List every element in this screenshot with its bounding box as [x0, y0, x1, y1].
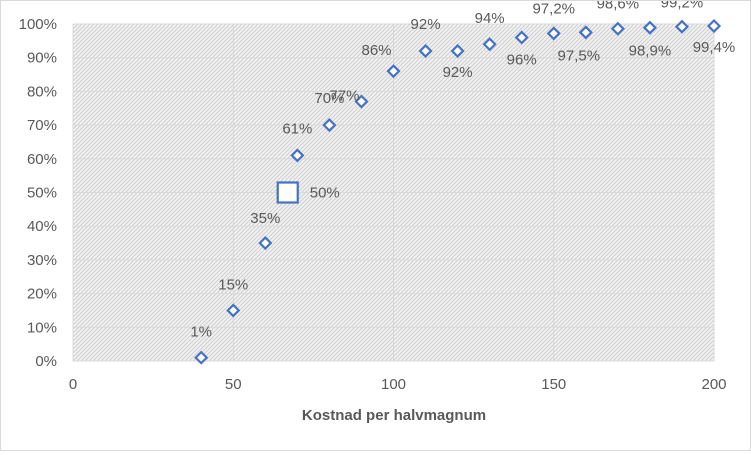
y-tick-label: 10%	[27, 319, 57, 336]
data-point-diamond	[642, 20, 657, 35]
y-tick-label: 80%	[27, 83, 57, 100]
data-point-diamond	[514, 30, 529, 45]
data-label: 35%	[250, 210, 280, 227]
data-label: 97,2%	[532, 1, 575, 17]
data-label: 99,2%	[661, 1, 704, 12]
data-label: 94%	[475, 10, 505, 27]
data-label: 86%	[361, 42, 391, 59]
data-label: 92%	[443, 64, 473, 81]
data-point-square	[276, 181, 299, 204]
data-label: 98,6%	[597, 1, 640, 13]
y-tick-label: 70%	[27, 117, 57, 134]
y-tick-label: 50%	[27, 185, 57, 202]
data-point-diamond	[450, 43, 465, 59]
data-point-diamond	[386, 64, 401, 79]
data-point-diamond	[418, 43, 433, 59]
data-point-diamond	[578, 25, 593, 40]
data-label: 97,5%	[558, 47, 601, 64]
data-point-diamond	[706, 18, 722, 34]
y-tick-label: 90%	[27, 50, 57, 67]
data-label: 99,4%	[693, 39, 736, 56]
x-tick-label: 100	[381, 376, 406, 393]
data-point-diamond	[258, 235, 273, 251]
x-tick-label: 50	[225, 376, 242, 393]
data-label: 98,9%	[629, 43, 672, 60]
data-label: 77%	[329, 88, 359, 105]
data-point-diamond	[546, 26, 561, 41]
data-label: 15%	[218, 276, 248, 293]
y-tick-label: 20%	[27, 286, 57, 303]
y-tick-label: 0%	[35, 353, 57, 370]
y-tick-label: 60%	[27, 151, 57, 168]
data-point-diamond	[290, 148, 305, 163]
data-label: 92%	[411, 16, 441, 33]
x-axis-title: Kostnad per halvmagnum	[302, 407, 486, 424]
data-point-diamond	[674, 19, 690, 34]
data-point-diamond	[610, 21, 625, 36]
y-tick-label: 40%	[27, 218, 57, 235]
data-label: 70%	[314, 90, 344, 107]
y-tick-label: 100%	[19, 16, 57, 33]
data-point-diamond	[354, 94, 369, 109]
data-point-diamond	[322, 118, 337, 133]
data-point-diamond	[226, 303, 241, 318]
x-tick-label: 0	[69, 376, 77, 393]
y-tick-label: 30%	[27, 252, 57, 269]
x-tick-label: 200	[701, 376, 726, 393]
data-label: 96%	[507, 51, 537, 68]
x-tick-label: 150	[541, 376, 566, 393]
data-label: 50%	[310, 185, 340, 202]
data-point-diamond	[482, 37, 497, 52]
data-label: 1%	[190, 324, 212, 341]
data-point-diamond	[194, 350, 209, 365]
data-label: 61%	[282, 120, 312, 137]
